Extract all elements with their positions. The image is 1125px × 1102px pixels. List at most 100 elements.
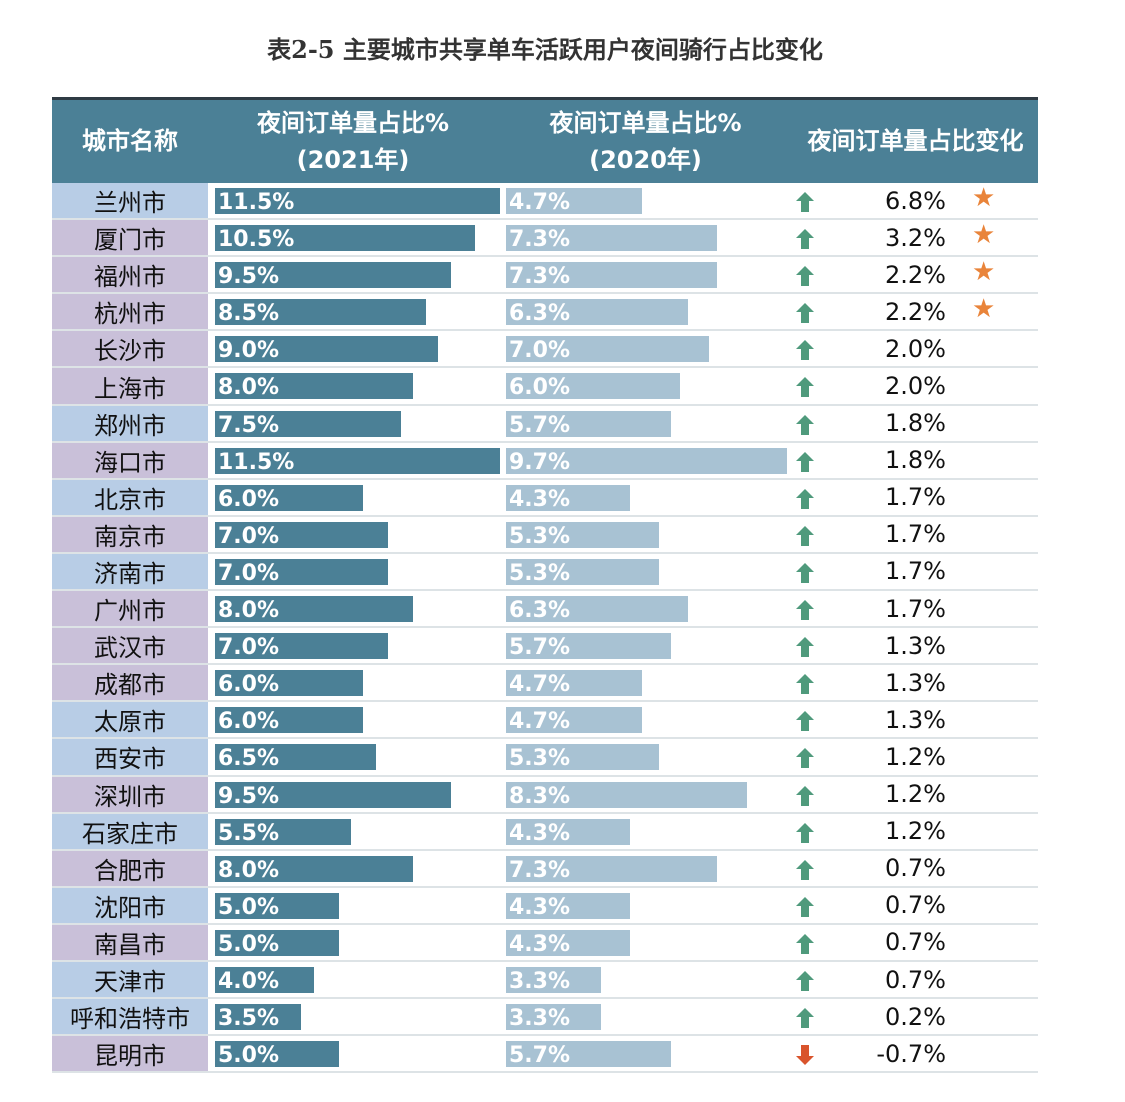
up-arrow-icon (796, 859, 814, 880)
bar-2021: 9.5% (213, 260, 453, 291)
bar-2020: 3.3% (504, 1002, 604, 1033)
header-2020: 夜间订单量占比% (2020年) (498, 100, 793, 183)
change-value: 1.3% (885, 705, 946, 734)
bar-2021: 11.5% (213, 186, 503, 216)
table-row: 长沙市 9.0% 7.0% 2.0% (52, 331, 1038, 369)
city-name: 成都市 (52, 665, 208, 701)
up-arrow-icon (796, 1008, 814, 1029)
city-name: 海口市 (52, 442, 208, 478)
header-2021-line2: (2021年) (296, 145, 410, 174)
star-icon: ★ (972, 257, 996, 288)
table-row: 南京市 7.0% 5.3% 1.7% (52, 516, 1038, 554)
city-name: 厦门市 (52, 220, 208, 256)
bar-2021: 8.0% (213, 853, 416, 884)
city-name: 北京市 (52, 479, 208, 515)
up-arrow-icon (796, 340, 814, 361)
bar-2020: 6.3% (504, 297, 691, 328)
bar-2021: 6.0% (213, 668, 366, 699)
bar-2021: 4.0% (213, 964, 316, 995)
up-arrow-icon (796, 970, 814, 991)
up-arrow-icon (796, 822, 814, 843)
table-body: 兰州市 11.5% 4.7% 6.8% ★ 厦门市 10.5% 7.3% 3.2%… (52, 183, 1038, 1074)
city-name: 济南市 (52, 553, 208, 590)
bar-2021: 7.5% (213, 408, 403, 439)
up-arrow-icon (796, 266, 814, 287)
bar-2020: 7.0% (504, 334, 711, 365)
change-value: 1.7% (885, 557, 946, 586)
up-arrow-icon (796, 748, 814, 769)
bar-2021: 7.0% (213, 519, 391, 550)
bar-2020: 8.3% (504, 779, 749, 810)
table-row: 沈阳市 5.0% 4.3% 0.7% (52, 887, 1038, 925)
up-arrow-icon (796, 674, 814, 695)
bar-2020: 5.3% (504, 519, 662, 550)
table-row: 海口市 11.5% 9.7% 1.8% (52, 442, 1038, 480)
city-name: 郑州市 (52, 405, 208, 441)
bar-2020: 5.3% (504, 742, 662, 773)
bar-2020: 7.3% (504, 260, 720, 291)
bar-2020: 4.3% (504, 927, 633, 958)
table-row: 北京市 6.0% 4.3% 1.7% (52, 479, 1038, 517)
header-2020-line1: 夜间订单量占比% (549, 108, 742, 137)
up-arrow-icon (796, 637, 814, 658)
table-row: 天津市 4.0% 3.3% 0.7% (52, 961, 1038, 1000)
table-row: 西安市 6.5% 5.3% 1.2% (52, 739, 1038, 777)
change-value: 1.7% (885, 483, 946, 512)
city-name: 天津市 (52, 961, 208, 998)
city-name: 武汉市 (52, 628, 208, 664)
city-name: 南京市 (52, 516, 208, 552)
bar-2020: 4.3% (504, 482, 633, 513)
bar-2020: 9.7% (504, 445, 790, 476)
change-value: 1.2% (885, 817, 946, 846)
bar-2020: 5.7% (504, 631, 673, 662)
change-value: 1.7% (885, 520, 946, 549)
city-night-ride-table: 城市名称 夜间订单量占比% (2021年) 夜间订单量占比% (2020年) 夜… (52, 97, 1038, 1074)
bar-2021: 9.0% (213, 334, 441, 365)
bar-2020: 4.3% (504, 890, 633, 921)
up-arrow-icon (796, 785, 814, 806)
city-name: 南昌市 (52, 924, 208, 960)
bar-2021: 8.0% (213, 594, 416, 625)
header-city: 城市名称 (82, 127, 178, 155)
bar-2020: 5.7% (504, 1039, 673, 1070)
change-value: 2.0% (885, 372, 946, 401)
bar-2021: 5.0% (213, 927, 341, 958)
table-row: 合肥市 8.0% 7.3% 0.7% (52, 850, 1038, 888)
change-value: 0.7% (885, 965, 946, 994)
table-row: 广州市 8.0% 6.3% 1.7% (52, 591, 1038, 629)
city-name: 杭州市 (52, 294, 208, 330)
bar-2020: 5.7% (504, 408, 673, 439)
change-value: 1.3% (885, 668, 946, 697)
city-name: 深圳市 (52, 776, 208, 812)
change-value: 1.8% (885, 446, 946, 475)
up-arrow-icon (796, 229, 814, 250)
table-row: 上海市 8.0% 6.0% 2.0% (52, 368, 1038, 406)
table-row: 福州市 9.5% 7.3% 2.2% ★ (52, 257, 1038, 295)
up-arrow-icon (796, 711, 814, 732)
bar-2021: 8.5% (213, 297, 428, 328)
bar-2020: 6.3% (504, 594, 691, 625)
table-row: 昆明市 5.0% 5.7% -0.7% (52, 1036, 1038, 1074)
bar-2021: 5.0% (213, 890, 341, 921)
star-icon: ★ (972, 220, 996, 251)
bar-2020: 3.3% (504, 964, 604, 995)
table-row: 济南市 7.0% 5.3% 1.7% (52, 553, 1038, 592)
change-value: 2.0% (885, 334, 946, 363)
city-name: 上海市 (52, 368, 208, 404)
bar-2021: 6.5% (213, 742, 378, 773)
bar-2021: 10.5% (213, 223, 478, 254)
up-arrow-icon (796, 377, 814, 398)
table-row: 呼和浩特市 3.5% 3.3% 0.2% (52, 999, 1038, 1037)
up-arrow-icon (796, 896, 814, 917)
up-arrow-icon (796, 488, 814, 509)
change-value: 0.7% (885, 928, 946, 957)
bar-2020: 4.7% (504, 186, 644, 216)
up-arrow-icon (796, 451, 814, 472)
change-value: 0.7% (885, 891, 946, 920)
header-2021: 夜间订单量占比% (2021年) (208, 100, 498, 183)
bar-2021: 7.0% (213, 556, 391, 587)
bar-2020: 5.3% (504, 556, 662, 587)
table-row: 郑州市 7.5% 5.7% 1.8% (52, 405, 1038, 443)
city-name: 沈阳市 (52, 887, 208, 923)
table-row: 兰州市 11.5% 4.7% 6.8% ★ (52, 183, 1038, 221)
